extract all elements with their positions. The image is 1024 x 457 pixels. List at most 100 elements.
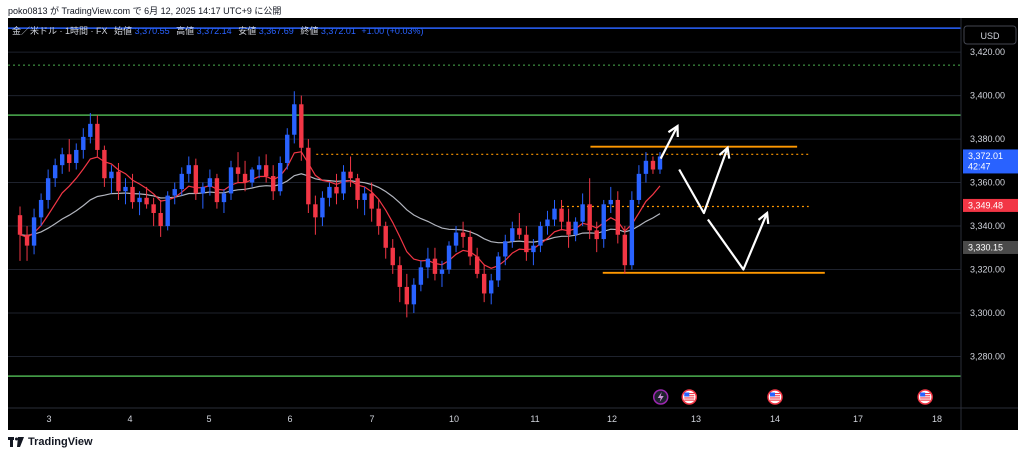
candle-body[interactable] (59, 154, 65, 166)
time-axis[interactable]: 3 4 5 6 7 10 11 12 13 14 17 18 (46, 414, 942, 424)
candle-body[interactable] (474, 256, 480, 274)
candle-body[interactable] (503, 241, 508, 257)
candle-body[interactable] (74, 149, 79, 163)
candle-body[interactable] (622, 234, 628, 266)
candle-body[interactable] (270, 176, 276, 192)
candle-body[interactable] (460, 232, 466, 237)
candle-body[interactable] (453, 232, 459, 246)
candle-body[interactable] (228, 167, 234, 194)
candle-body[interactable] (439, 269, 445, 274)
candle-body[interactable] (481, 273, 487, 294)
candle-body[interactable] (207, 178, 213, 187)
candle-body[interactable] (650, 160, 656, 170)
candle-body[interactable] (313, 204, 318, 218)
candle-body[interactable] (200, 186, 206, 194)
candle-body[interactable] (418, 267, 424, 285)
candle-body[interactable] (38, 199, 44, 218)
candle-body[interactable] (137, 197, 142, 203)
candle-body[interactable] (327, 186, 332, 198)
candle-body[interactable] (31, 217, 37, 246)
candle-body[interactable] (411, 284, 417, 305)
candle-body[interactable] (144, 197, 149, 205)
candle-body[interactable] (629, 199, 635, 266)
candle-body[interactable] (179, 173, 184, 190)
candle-body[interactable] (67, 154, 72, 163)
candle-body[interactable] (573, 221, 578, 235)
candle-body[interactable] (256, 165, 262, 170)
candle-body[interactable] (299, 104, 304, 148)
candle-body[interactable] (510, 228, 515, 242)
candle-body[interactable] (193, 165, 199, 194)
candle-body[interactable] (45, 178, 51, 200)
candle-body[interactable] (130, 186, 135, 203)
candle-body[interactable] (467, 236, 473, 257)
candle-body[interactable] (306, 147, 311, 205)
candle-body[interactable] (165, 195, 170, 227)
candle-body[interactable] (425, 258, 431, 268)
candle-body[interactable] (538, 226, 543, 246)
candle-body[interactable] (362, 193, 367, 200)
us-flag-event-icon-2[interactable] (767, 389, 783, 405)
candle-body[interactable] (545, 219, 550, 227)
candle-body[interactable] (320, 197, 325, 218)
candle-body[interactable] (496, 256, 501, 281)
candle-body[interactable] (390, 247, 395, 266)
footer-brand[interactable]: TradingView (8, 436, 93, 448)
price-axis[interactable]: 3,420.00 3,400.00 3,380.00 3,360.00 3,340.00… (970, 47, 1005, 361)
candle-body[interactable] (566, 221, 571, 235)
candle-body[interactable] (376, 208, 381, 227)
candle-body[interactable] (17, 215, 23, 235)
candle-body[interactable] (172, 189, 177, 196)
candle-body[interactable] (278, 162, 283, 192)
candle-body[interactable] (531, 245, 536, 253)
candle-body[interactable] (292, 104, 297, 135)
candle-body[interactable] (221, 193, 227, 203)
candle-body[interactable] (334, 186, 339, 194)
currency-selector[interactable]: USD (963, 25, 1017, 45)
candle-body[interactable] (95, 123, 100, 150)
candle-body[interactable] (116, 171, 121, 192)
candle-body[interactable] (249, 169, 255, 183)
chart-frame[interactable]: 金／米ドル · 1時間 · FX 始値 3,370.55 高値 3,372.14… (8, 18, 1018, 430)
candle-body[interactable] (24, 234, 30, 246)
candle-body[interactable] (81, 136, 86, 150)
candle-body[interactable] (285, 134, 290, 163)
candle-body[interactable] (601, 204, 606, 240)
candle-body[interactable] (123, 186, 128, 192)
candle-body[interactable] (524, 234, 529, 253)
candle-body[interactable] (52, 165, 58, 179)
candle-body[interactable] (102, 149, 107, 179)
candle-body[interactable] (552, 208, 557, 220)
candle-body[interactable] (559, 208, 564, 222)
price-chart[interactable]: 金／米ドル · 1時間 · FX 始値 3,370.55 高値 3,372.14… (8, 18, 1018, 430)
candle-body[interactable] (636, 173, 642, 200)
candle-body[interactable] (369, 193, 374, 209)
candle-body[interactable] (615, 199, 621, 235)
candle-body[interactable] (643, 160, 649, 174)
candle-body[interactable] (235, 167, 241, 174)
candle-body[interactable] (355, 178, 360, 200)
lightning-event-icon[interactable] (652, 389, 669, 405)
us-flag-event-icon-1[interactable] (681, 389, 698, 405)
candle-body[interactable] (88, 123, 93, 137)
candle-body[interactable] (151, 204, 156, 213)
candle-body[interactable] (158, 213, 163, 227)
candle-body[interactable] (242, 173, 248, 183)
candle-body[interactable] (263, 165, 269, 177)
candle-body[interactable] (383, 226, 388, 248)
candle-body[interactable] (186, 165, 191, 174)
candle-body[interactable] (214, 178, 220, 203)
candle-body[interactable] (432, 258, 438, 274)
candle-body[interactable] (341, 171, 346, 194)
candle-body[interactable] (587, 204, 592, 231)
candle-body[interactable] (517, 228, 522, 235)
candle-body[interactable] (608, 199, 613, 205)
candle-body[interactable] (397, 265, 402, 287)
candle-body[interactable] (109, 171, 114, 179)
us-flag-event-icon-3[interactable] (917, 389, 933, 405)
candle-body[interactable] (657, 156, 663, 170)
candle-body[interactable] (348, 171, 353, 179)
candle-body[interactable] (446, 245, 452, 270)
candle-body[interactable] (404, 286, 410, 305)
candle-body[interactable] (580, 204, 585, 222)
